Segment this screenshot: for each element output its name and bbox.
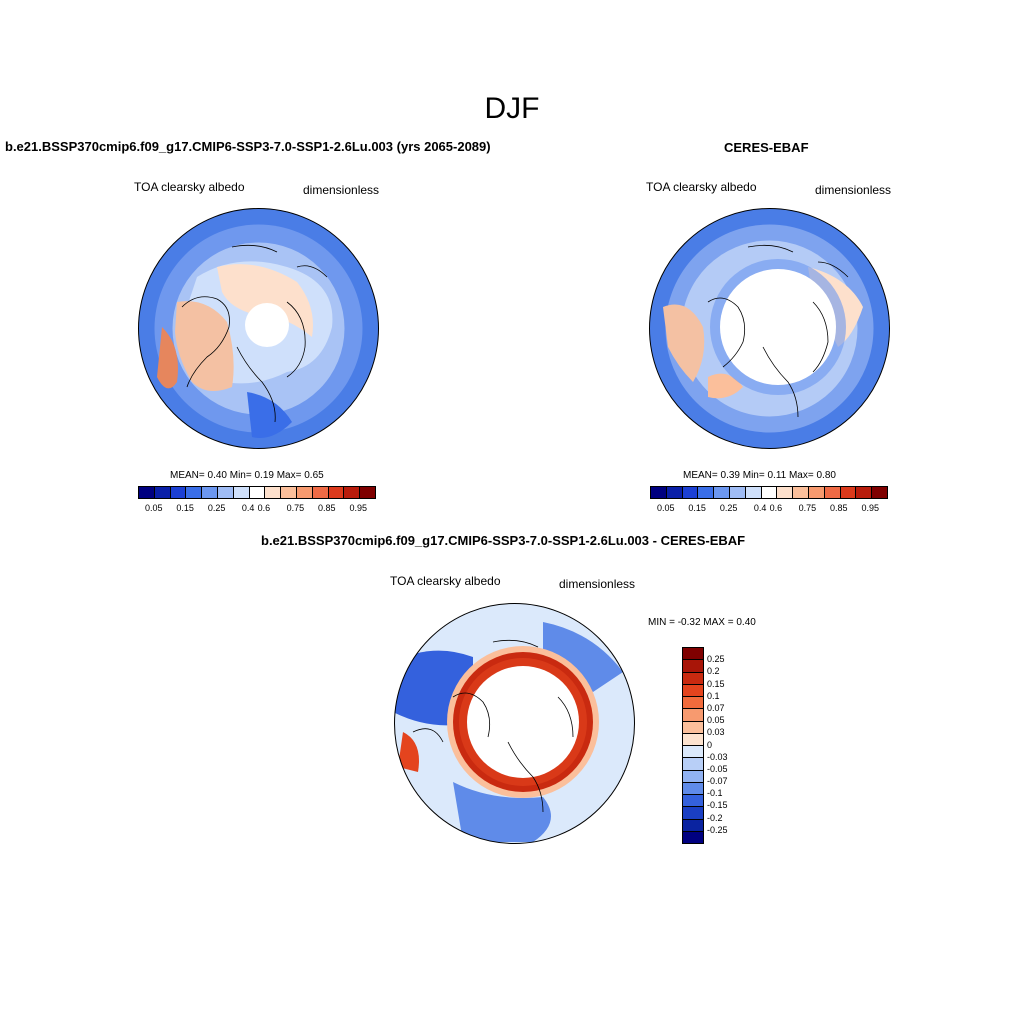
obs-colorbar-tick-label: 0.75 (798, 503, 817, 513)
obs-colorbar (650, 486, 888, 499)
diff-colorbar-tick-label: -0.03 (707, 751, 728, 762)
model-colorbar-swatch (170, 487, 187, 498)
model-colorbar-swatch (186, 487, 203, 498)
model-colorbar-swatch (360, 487, 375, 498)
diff-colorbar-tick-label: 0.1 (707, 690, 720, 701)
model-colorbar-swatch (328, 487, 345, 498)
diff-colorbar-ticks: 0.25 0.2 0.15 0.1 0.07 0.05 0.03 0 -0.03 -0.05 -0.… (707, 647, 747, 842)
diff-stats: MIN = -0.32 MAX = 0.40 (648, 617, 756, 628)
obs-colorbar-tick-label: 0.4 (753, 503, 767, 513)
diff-colorbar-tick-label: -0.05 (707, 763, 728, 774)
obs-colorbar-swatch (714, 487, 730, 498)
diff-colorbar-swatch (683, 782, 703, 795)
obs-colorbar-swatch (745, 487, 762, 498)
obs-panel-title: CERES-EBAF (724, 140, 809, 155)
obs-colorbar-swatch (698, 487, 715, 498)
diff-colorbar-tick-label: -0.1 (707, 788, 723, 799)
diff-polar-map (394, 603, 635, 844)
model-colorbar-swatch (281, 487, 297, 498)
model-colorbar-swatch (312, 487, 329, 498)
obs-colorbar-swatch (808, 487, 825, 498)
model-colorbar-swatch (202, 487, 218, 498)
model-colorbar-swatch (344, 487, 361, 498)
model-colorbar-swatch (296, 487, 313, 498)
obs-colorbar-swatch (666, 487, 683, 498)
obs-stats: MEAN= 0.39 Min= 0.11 Max= 0.80 (683, 470, 836, 481)
obs-colorbar-swatch (840, 487, 857, 498)
model-left-label: TOA clearsky albedo (134, 180, 245, 194)
model-colorbar-swatch (265, 487, 282, 498)
diff-right-label: dimensionless (559, 577, 636, 591)
diff-colorbar-swatch (683, 697, 703, 710)
figure-title: DJF (484, 92, 540, 125)
model-colorbar-ticks: 0.05 0.15 0.25 0.4 0.6 0.75 0.85 0.95 (138, 503, 374, 515)
diff-colorbar-tick-label: -0.25 (707, 824, 728, 835)
diff-colorbar-swatch (683, 648, 703, 661)
model-right-label: dimensionless (303, 183, 380, 197)
diff-colorbar-swatch (683, 709, 703, 722)
model-panel-title: b.e21.BSSP370cmip6.f09_g17.CMIP6-SSP3-7.… (5, 139, 491, 154)
diff-colorbar-swatch (683, 672, 703, 685)
obs-colorbar-swatch (824, 487, 841, 498)
model-colorbar-tick-label: 0.25 (207, 503, 226, 513)
diff-colorbar (682, 647, 704, 844)
model-colorbar-swatch (154, 487, 171, 498)
diff-left-label: TOA clearsky albedo (390, 574, 501, 588)
diff-colorbar-tick-label: -0.2 (707, 812, 723, 823)
diff-colorbar-swatch (683, 684, 703, 697)
diff-colorbar-swatch (683, 721, 703, 734)
diff-colorbar-swatch (683, 819, 703, 832)
model-colorbar-tick-label: 0.6 (257, 503, 271, 513)
model-colorbar-swatch (233, 487, 250, 498)
obs-colorbar-tick-label: 0.6 (769, 503, 783, 513)
obs-colorbar-swatch (777, 487, 794, 498)
obs-colorbar-swatch (856, 487, 873, 498)
model-polar-map (138, 208, 379, 449)
obs-colorbar-tick-label: 0.85 (830, 503, 848, 513)
model-colorbar-tick-label: 0.75 (286, 503, 305, 513)
diff-colorbar-tick-label: 0.03 (707, 727, 725, 738)
obs-colorbar-tick-label: 0.15 (688, 503, 706, 513)
diff-panel-title: b.e21.BSSP370cmip6.f09_g17.CMIP6-SSP3-7.… (261, 533, 746, 548)
diff-colorbar-tick-label: 0.07 (707, 702, 725, 713)
diff-colorbar-tick-label: 0.05 (707, 715, 725, 726)
obs-colorbar-swatch (872, 487, 887, 498)
obs-colorbar-tick-label: 0.25 (719, 503, 738, 513)
model-colorbar-tick-label: 0.4 (241, 503, 255, 513)
diff-colorbar-tick-label: 0.2 (707, 666, 720, 677)
obs-colorbar-ticks: 0.05 0.15 0.25 0.4 0.6 0.75 0.85 0.95 (650, 503, 886, 515)
model-colorbar-tick-label: 0.95 (349, 503, 368, 513)
diff-colorbar-tick-label: 0.25 (707, 654, 725, 665)
obs-colorbar-swatch (761, 487, 778, 498)
diff-colorbar-swatch (683, 770, 703, 783)
obs-colorbar-swatch (651, 487, 667, 498)
obs-right-label: dimensionless (815, 183, 892, 197)
obs-colorbar-swatch (793, 487, 809, 498)
diff-colorbar-swatch (683, 758, 703, 771)
obs-colorbar-tick-label: 0.05 (656, 503, 675, 513)
diff-colorbar-swatch (683, 733, 703, 746)
model-colorbar-swatch (139, 487, 155, 498)
obs-left-label: TOA clearsky albedo (646, 180, 757, 194)
diff-colorbar-swatch (683, 795, 703, 808)
obs-colorbar-tick-label: 0.95 (861, 503, 880, 513)
diff-colorbar-swatch (683, 660, 703, 673)
diff-colorbar-swatch (683, 746, 703, 759)
model-colorbar-swatch (249, 487, 266, 498)
obs-colorbar-swatch (729, 487, 746, 498)
obs-colorbar-swatch (682, 487, 699, 498)
model-stats: MEAN= 0.40 Min= 0.19 Max= 0.65 (170, 470, 324, 481)
model-colorbar-tick-label: 0.05 (144, 503, 163, 513)
diff-colorbar-tick-label: -0.07 (707, 776, 728, 787)
model-colorbar-swatch (217, 487, 234, 498)
diff-colorbar-swatch (683, 831, 703, 843)
diff-colorbar-tick-label: 0.15 (707, 678, 725, 689)
model-colorbar-tick-label: 0.15 (176, 503, 194, 513)
obs-polar-map (649, 208, 890, 449)
model-colorbar (138, 486, 376, 499)
model-colorbar-tick-label: 0.85 (318, 503, 336, 513)
diff-colorbar-tick-label: -0.15 (707, 800, 728, 811)
diff-colorbar-tick-label: 0 (707, 739, 713, 750)
diff-colorbar-swatch (683, 807, 703, 820)
